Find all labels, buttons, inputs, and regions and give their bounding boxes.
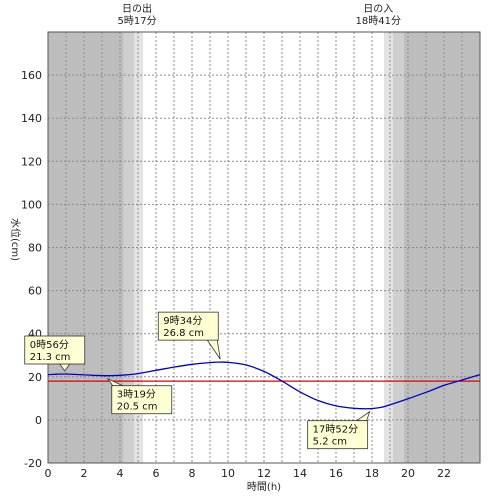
y-tick-label: 0 (35, 414, 42, 427)
grid (48, 32, 480, 463)
annotation-time: 0時56分 (30, 339, 69, 351)
x-tick-label: 16 (329, 467, 343, 480)
y-tick-label: 160 (21, 69, 42, 82)
y-tick-label: 140 (21, 112, 42, 125)
x-tick-label: 4 (117, 467, 124, 480)
x-tick-label: 18 (365, 467, 379, 480)
y-tick-label: 100 (21, 198, 42, 211)
x-tick-label: 20 (401, 467, 415, 480)
sunrise-time: 5時17分 (117, 15, 156, 27)
x-tick-label: 0 (45, 467, 52, 480)
sunset-label: 日の入 (363, 4, 393, 15)
annotation-time: 3時19分 (117, 389, 156, 401)
y-tick-label: 80 (28, 242, 42, 255)
annotation-time: 9時34分 (163, 315, 202, 327)
y-axis-label: 水位(cm) (9, 218, 22, 261)
dusk-band-outer (393, 32, 405, 463)
y-tick-label: -20 (24, 457, 42, 470)
annotation-level: 20.5 cm (117, 402, 158, 413)
x-tick-label: 12 (257, 467, 271, 480)
annotation-level: 26.8 cm (163, 328, 204, 339)
x-tick-label: 8 (189, 467, 196, 480)
y-tick-label: 60 (28, 285, 42, 298)
x-tick-label: 22 (437, 467, 451, 480)
annotation-box (157, 311, 219, 341)
annotation-level: 5.2 cm (313, 437, 347, 448)
annotation-box (111, 385, 173, 415)
annotation-box (24, 335, 86, 365)
y-tick-label: 20 (28, 371, 42, 384)
x-tick-label: 2 (81, 467, 88, 480)
x-tick-label: 6 (153, 467, 160, 480)
annotation-level: 21.3 cm (30, 352, 71, 363)
annotation-box (307, 420, 369, 450)
x-tick-label: 14 (293, 467, 307, 480)
plot-frame (47, 31, 481, 464)
sunrise-label: 日の出 (122, 2, 152, 15)
x-tick-labels: 0 2 4 6 8 10 12 14 16 18 20 22 (45, 467, 452, 480)
tide-series-line (47, 361, 481, 410)
y-tick-label: 120 (21, 155, 42, 168)
x-tick-label: 10 (221, 467, 235, 480)
annotation-time: 17時52分 (313, 424, 358, 436)
sunset-time: 18時41分 (356, 15, 401, 27)
dawn-band-inner (134, 32, 144, 463)
x-axis-label: 時間(h) (247, 481, 281, 493)
